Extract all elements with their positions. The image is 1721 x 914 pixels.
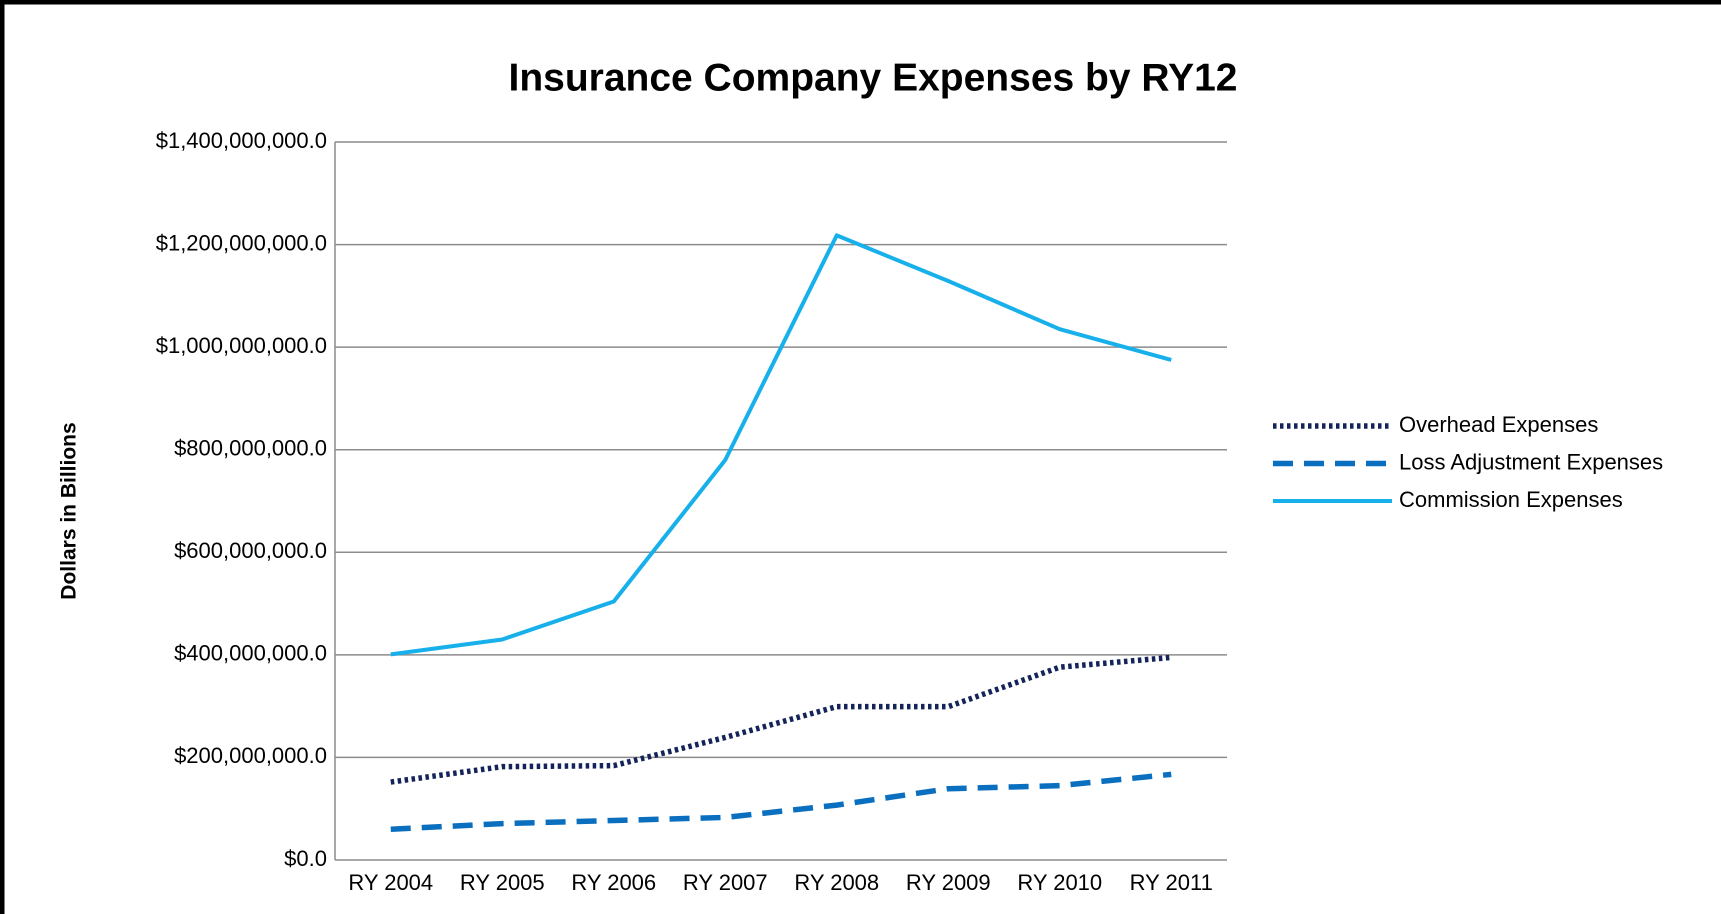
legend-label: Loss Adjustment Expenses (1399, 449, 1663, 474)
x-tick-label: RY 2009 (906, 870, 991, 895)
series-line (390, 771, 1172, 832)
series-line (390, 233, 1172, 657)
y-tick-label: $800,000,000.0 (174, 436, 327, 461)
x-tick-label: RY 2011 (1130, 870, 1213, 895)
y-tick-label: $200,000,000.0 (174, 743, 327, 768)
y-axis-title: Dollars in Billions (58, 422, 81, 599)
x-tick-label: RY 2004 (348, 870, 433, 895)
series-line (390, 654, 1172, 785)
y-tick-label: $400,000,000.0 (174, 641, 327, 666)
legend-label: Overhead Expenses (1399, 412, 1598, 437)
y-tick-label: $1,200,000,000.0 (156, 230, 327, 255)
y-tick-label: $1,400,000,000.0 (156, 128, 327, 153)
y-tick-label: $600,000,000.0 (174, 538, 327, 563)
legend-label: Commission Expenses (1399, 487, 1623, 512)
x-tick-label: RY 2007 (683, 870, 768, 895)
y-tick-label: $0.0 (284, 846, 327, 871)
x-tick-label: RY 2005 (460, 870, 545, 895)
x-tick-label: RY 2008 (794, 870, 879, 895)
x-tick-label: RY 2010 (1017, 870, 1102, 895)
y-tick-label: $1,000,000,000.0 (156, 333, 327, 358)
x-tick-label: RY 2006 (571, 870, 656, 895)
chart-title: Insurance Company Expenses by RY12 (508, 56, 1237, 99)
